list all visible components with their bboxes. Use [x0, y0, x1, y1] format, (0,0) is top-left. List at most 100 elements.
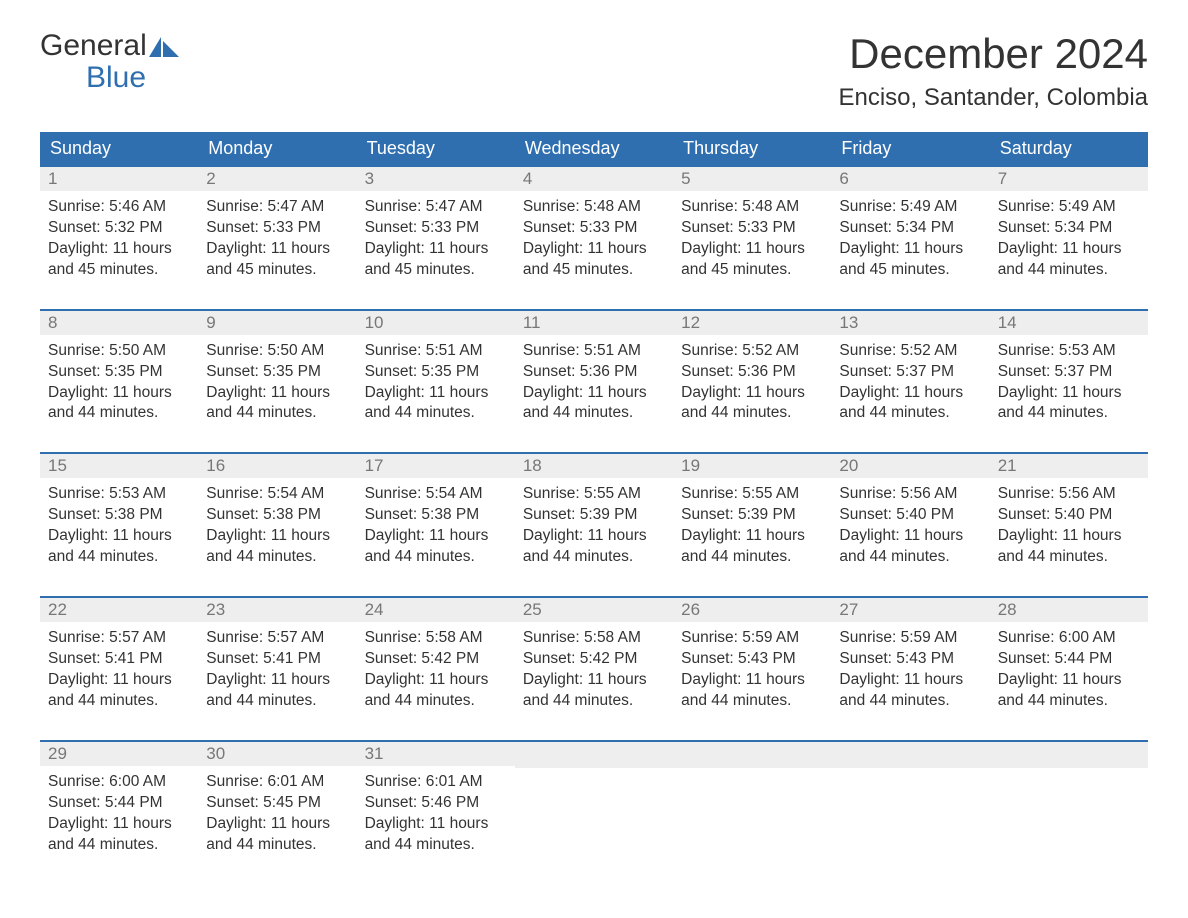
calendar-cell: 1Sunrise: 5:46 AMSunset: 5:32 PMDaylight…	[40, 166, 198, 310]
calendar-cell: 19Sunrise: 5:55 AMSunset: 5:39 PMDayligh…	[673, 453, 831, 597]
day-content: Sunrise: 5:50 AMSunset: 5:35 PMDaylight:…	[198, 335, 356, 453]
day-number: 2	[198, 167, 356, 191]
daylight-line2: and 44 minutes.	[839, 403, 981, 424]
empty-day-strip	[831, 742, 989, 768]
weekday-header: Sunday	[40, 132, 198, 166]
daylight-line1: Daylight: 11 hours	[365, 670, 507, 691]
daylight-line2: and 44 minutes.	[839, 691, 981, 712]
sunrise-line: Sunrise: 5:54 AM	[365, 484, 507, 505]
sunset-line: Sunset: 5:33 PM	[523, 218, 665, 239]
sunset-line: Sunset: 5:34 PM	[839, 218, 981, 239]
day-content: Sunrise: 5:53 AMSunset: 5:38 PMDaylight:…	[40, 478, 198, 596]
daylight-line2: and 44 minutes.	[998, 403, 1140, 424]
daylight-line1: Daylight: 11 hours	[998, 526, 1140, 547]
sunset-line: Sunset: 5:34 PM	[998, 218, 1140, 239]
day-number: 11	[515, 311, 673, 335]
daylight-line1: Daylight: 11 hours	[48, 814, 190, 835]
day-number: 12	[673, 311, 831, 335]
daylight-line1: Daylight: 11 hours	[839, 670, 981, 691]
day-content: Sunrise: 5:51 AMSunset: 5:35 PMDaylight:…	[357, 335, 515, 453]
day-number: 30	[198, 742, 356, 766]
day-content: Sunrise: 5:53 AMSunset: 5:37 PMDaylight:…	[990, 335, 1148, 453]
day-number: 27	[831, 598, 989, 622]
sunset-line: Sunset: 5:40 PM	[998, 505, 1140, 526]
day-content: Sunrise: 6:01 AMSunset: 5:45 PMDaylight:…	[198, 766, 356, 884]
day-number: 24	[357, 598, 515, 622]
sunrise-line: Sunrise: 5:58 AM	[523, 628, 665, 649]
calendar-cell: 26Sunrise: 5:59 AMSunset: 5:43 PMDayligh…	[673, 597, 831, 741]
sunset-line: Sunset: 5:35 PM	[365, 362, 507, 383]
sunrise-line: Sunrise: 5:50 AM	[206, 341, 348, 362]
daylight-line2: and 45 minutes.	[523, 260, 665, 281]
weekday-header: Saturday	[990, 132, 1148, 166]
day-content: Sunrise: 5:54 AMSunset: 5:38 PMDaylight:…	[357, 478, 515, 596]
daylight-line1: Daylight: 11 hours	[523, 670, 665, 691]
sunset-line: Sunset: 5:42 PM	[365, 649, 507, 670]
sunrise-line: Sunrise: 5:46 AM	[48, 197, 190, 218]
day-number: 13	[831, 311, 989, 335]
day-number: 8	[40, 311, 198, 335]
calendar-cell: 11Sunrise: 5:51 AMSunset: 5:36 PMDayligh…	[515, 310, 673, 454]
calendar-cell: 18Sunrise: 5:55 AMSunset: 5:39 PMDayligh…	[515, 453, 673, 597]
calendar-cell: 3Sunrise: 5:47 AMSunset: 5:33 PMDaylight…	[357, 166, 515, 310]
day-number: 6	[831, 167, 989, 191]
calendar-cell: 29Sunrise: 6:00 AMSunset: 5:44 PMDayligh…	[40, 741, 198, 884]
sunrise-line: Sunrise: 5:48 AM	[681, 197, 823, 218]
day-number: 25	[515, 598, 673, 622]
day-number: 29	[40, 742, 198, 766]
daylight-line2: and 44 minutes.	[998, 260, 1140, 281]
daylight-line1: Daylight: 11 hours	[206, 814, 348, 835]
calendar-cell: 23Sunrise: 5:57 AMSunset: 5:41 PMDayligh…	[198, 597, 356, 741]
daylight-line1: Daylight: 11 hours	[206, 526, 348, 547]
sunrise-line: Sunrise: 5:58 AM	[365, 628, 507, 649]
day-content: Sunrise: 5:47 AMSunset: 5:33 PMDaylight:…	[198, 191, 356, 309]
daylight-line1: Daylight: 11 hours	[365, 814, 507, 835]
day-number: 17	[357, 454, 515, 478]
daylight-line2: and 44 minutes.	[48, 547, 190, 568]
day-number: 14	[990, 311, 1148, 335]
weekday-header-row: SundayMondayTuesdayWednesdayThursdayFrid…	[40, 132, 1148, 166]
sunset-line: Sunset: 5:45 PM	[206, 793, 348, 814]
sunset-line: Sunset: 5:44 PM	[998, 649, 1140, 670]
daylight-line1: Daylight: 11 hours	[681, 239, 823, 260]
calendar-cell: 27Sunrise: 5:59 AMSunset: 5:43 PMDayligh…	[831, 597, 989, 741]
sunset-line: Sunset: 5:32 PM	[48, 218, 190, 239]
day-number: 23	[198, 598, 356, 622]
day-content: Sunrise: 5:56 AMSunset: 5:40 PMDaylight:…	[831, 478, 989, 596]
weekday-header: Tuesday	[357, 132, 515, 166]
daylight-line1: Daylight: 11 hours	[998, 383, 1140, 404]
sunset-line: Sunset: 5:35 PM	[206, 362, 348, 383]
sunrise-line: Sunrise: 5:56 AM	[998, 484, 1140, 505]
sunset-line: Sunset: 5:37 PM	[998, 362, 1140, 383]
sunset-line: Sunset: 5:35 PM	[48, 362, 190, 383]
calendar-cell	[673, 741, 831, 884]
location-subtitle: Enciso, Santander, Colombia	[838, 84, 1148, 112]
calendar-row: 15Sunrise: 5:53 AMSunset: 5:38 PMDayligh…	[40, 453, 1148, 597]
daylight-line1: Daylight: 11 hours	[523, 526, 665, 547]
calendar-cell: 20Sunrise: 5:56 AMSunset: 5:40 PMDayligh…	[831, 453, 989, 597]
daylight-line1: Daylight: 11 hours	[48, 526, 190, 547]
day-content: Sunrise: 5:52 AMSunset: 5:37 PMDaylight:…	[831, 335, 989, 453]
sunrise-line: Sunrise: 5:55 AM	[681, 484, 823, 505]
day-number: 5	[673, 167, 831, 191]
day-content: Sunrise: 5:46 AMSunset: 5:32 PMDaylight:…	[40, 191, 198, 309]
sunrise-line: Sunrise: 5:52 AM	[839, 341, 981, 362]
daylight-line2: and 44 minutes.	[681, 403, 823, 424]
day-number: 16	[198, 454, 356, 478]
sunset-line: Sunset: 5:33 PM	[681, 218, 823, 239]
day-content: Sunrise: 5:57 AMSunset: 5:41 PMDaylight:…	[40, 622, 198, 740]
daylight-line1: Daylight: 11 hours	[523, 239, 665, 260]
sunrise-line: Sunrise: 5:47 AM	[365, 197, 507, 218]
daylight-line1: Daylight: 11 hours	[365, 383, 507, 404]
calendar-cell: 6Sunrise: 5:49 AMSunset: 5:34 PMDaylight…	[831, 166, 989, 310]
sunset-line: Sunset: 5:38 PM	[206, 505, 348, 526]
sunrise-line: Sunrise: 5:59 AM	[839, 628, 981, 649]
sunset-line: Sunset: 5:41 PM	[206, 649, 348, 670]
daylight-line2: and 44 minutes.	[681, 547, 823, 568]
day-content: Sunrise: 5:50 AMSunset: 5:35 PMDaylight:…	[40, 335, 198, 453]
day-number: 18	[515, 454, 673, 478]
daylight-line1: Daylight: 11 hours	[998, 670, 1140, 691]
sunrise-line: Sunrise: 6:00 AM	[48, 772, 190, 793]
sunset-line: Sunset: 5:40 PM	[839, 505, 981, 526]
daylight-line2: and 44 minutes.	[48, 835, 190, 856]
